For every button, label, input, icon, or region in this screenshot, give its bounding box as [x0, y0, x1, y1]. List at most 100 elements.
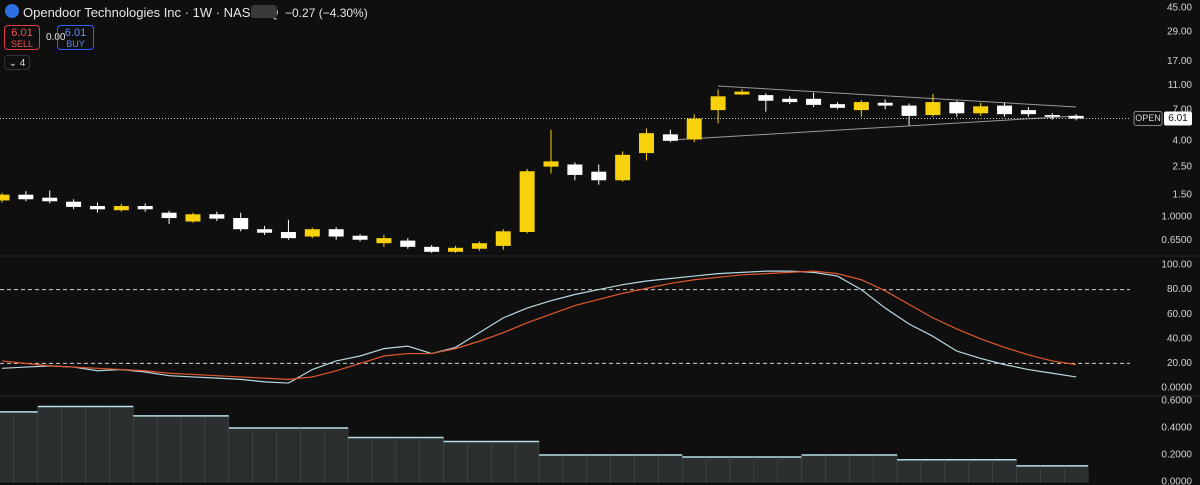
candle-body — [185, 214, 201, 222]
y-tick-label: 11.00 — [1168, 80, 1193, 91]
area-bar — [514, 441, 540, 483]
candle-body — [734, 91, 750, 95]
candle-body — [591, 171, 607, 181]
candle-body — [806, 98, 822, 105]
candle-body — [376, 238, 392, 244]
last-label: OPEN — [1135, 113, 1161, 123]
candle-body — [782, 98, 798, 103]
buy-price: 6.01 — [64, 27, 87, 39]
area-bar — [825, 454, 850, 483]
area-bar — [204, 415, 230, 483]
status-icon[interactable] — [251, 5, 277, 18]
y-tick-label: 0.4000 — [1161, 423, 1192, 434]
last-label-box — [1133, 110, 1163, 126]
area-bar — [0, 411, 15, 483]
candle-body — [949, 102, 965, 114]
candle-body — [925, 102, 941, 116]
y-tick-label: 20.00 — [1167, 358, 1192, 369]
area-bar — [300, 427, 325, 483]
series-line — [1, 270, 1077, 380]
y-tick-label: 0.0000 — [1161, 383, 1192, 394]
y-tick-label: 0.2000 — [1161, 450, 1192, 461]
candle-body — [1020, 110, 1036, 115]
candle-body — [567, 164, 583, 175]
area-bar — [682, 456, 707, 483]
candle-body — [710, 96, 726, 111]
area-bar — [538, 454, 564, 483]
area-bar — [1040, 465, 1065, 483]
candle-body — [280, 232, 296, 239]
area-bar — [873, 454, 898, 483]
y-tick-label: 1.50 — [1173, 189, 1193, 200]
y-tick-label: 2.50 — [1173, 161, 1193, 172]
y-tick-label: 29.00 — [1167, 27, 1192, 38]
indicator-count: 4 — [19, 58, 26, 69]
spread: 0.00 — [46, 32, 66, 43]
y-tick-label: 0.6000 — [1161, 396, 1192, 407]
area-bar — [705, 456, 731, 483]
candle-body — [758, 95, 774, 101]
area-bar — [443, 441, 468, 483]
candle-body — [901, 105, 917, 116]
candle-body — [448, 247, 464, 252]
area-bar — [37, 406, 62, 483]
area-bar — [1016, 465, 1041, 483]
area-bar — [276, 427, 301, 483]
candle-body — [257, 229, 273, 233]
candle-body — [66, 201, 82, 207]
area-bar — [252, 427, 277, 483]
area-bar — [371, 437, 397, 483]
area-bar — [180, 415, 206, 483]
series-line — [1, 270, 1077, 384]
buy-button[interactable]: 6.01 BUY — [57, 25, 94, 50]
candle-body — [1044, 115, 1060, 117]
area-bar — [777, 456, 802, 483]
candle-body — [233, 218, 249, 230]
area-bar — [968, 459, 993, 483]
sell-button[interactable]: 6.01 SELL — [4, 25, 40, 50]
candle-body — [662, 134, 678, 141]
area-bar — [729, 456, 755, 483]
candle-body — [1068, 115, 1084, 119]
change: −0.27 (−4.30%) — [285, 6, 368, 20]
y-tick-label: 0.6500 — [1161, 235, 1192, 246]
candle-body — [853, 102, 869, 111]
title: Opendoor Technologies Inc · 1W · NASDAQ — [23, 5, 279, 20]
area-bar — [467, 441, 492, 483]
candle-body — [304, 229, 320, 237]
area-bar — [85, 406, 110, 483]
candle-body — [519, 171, 535, 233]
trend-line — [717, 85, 1077, 108]
area-bar — [109, 406, 134, 483]
y-tick-label: 45.00 — [1167, 3, 1192, 14]
y-tick-label: 100.00 — [1161, 260, 1192, 271]
area-bar — [610, 454, 635, 483]
area-bar — [849, 454, 874, 483]
buy-label: BUY — [66, 39, 85, 49]
candle-body — [543, 161, 559, 167]
area-bar — [586, 454, 611, 483]
sell-price: 6.01 — [11, 27, 33, 39]
candle-body — [161, 212, 177, 219]
candle-body — [997, 105, 1013, 115]
area-bar — [156, 415, 182, 483]
y-tick-label: 17.00 — [1167, 56, 1192, 67]
candle-body — [42, 197, 58, 202]
area-bar — [658, 454, 683, 483]
candle-body — [352, 235, 368, 240]
y-tick-label: 60.00 — [1167, 309, 1192, 320]
area-bar — [61, 406, 86, 483]
candle-body — [137, 206, 153, 210]
area-bar — [395, 437, 420, 483]
area-bar — [920, 459, 946, 483]
candle-body — [615, 154, 631, 181]
candle-body — [471, 243, 487, 249]
candle-body — [113, 206, 129, 211]
area-bar — [133, 415, 158, 483]
candle-body — [209, 214, 225, 219]
y-tick-label: 40.00 — [1167, 333, 1192, 344]
y-tick-label: 0.0000 — [1161, 477, 1192, 485]
indicator-toggle[interactable]: ⌄ 4 — [4, 55, 30, 70]
area-bar — [992, 459, 1017, 483]
